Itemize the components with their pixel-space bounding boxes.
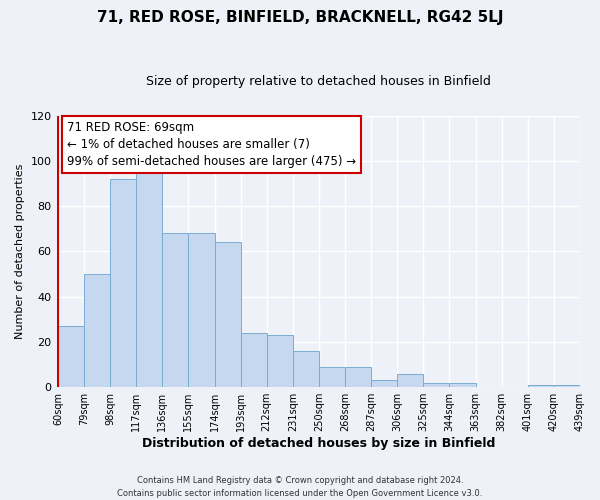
Text: 71 RED ROSE: 69sqm
← 1% of detached houses are smaller (7)
99% of semi-detached : 71 RED ROSE: 69sqm ← 1% of detached hous… [67, 121, 356, 168]
Bar [424, 382, 449, 387]
Bar [241, 333, 267, 387]
Bar [528, 385, 554, 387]
Bar [188, 234, 215, 387]
Bar [163, 234, 188, 387]
Bar [293, 351, 319, 387]
Text: Contains HM Land Registry data © Crown copyright and database right 2024.
Contai: Contains HM Land Registry data © Crown c… [118, 476, 482, 498]
Bar [215, 242, 241, 387]
Bar [84, 274, 110, 387]
Bar [267, 335, 293, 387]
Bar [110, 179, 136, 387]
Bar [397, 374, 424, 387]
Bar [58, 326, 84, 387]
Y-axis label: Number of detached properties: Number of detached properties [15, 164, 25, 339]
Bar [319, 367, 345, 387]
Bar [345, 367, 371, 387]
Text: 71, RED ROSE, BINFIELD, BRACKNELL, RG42 5LJ: 71, RED ROSE, BINFIELD, BRACKNELL, RG42 … [97, 10, 503, 25]
Bar [371, 380, 397, 387]
Bar [554, 385, 580, 387]
Bar [136, 168, 163, 387]
X-axis label: Distribution of detached houses by size in Binfield: Distribution of detached houses by size … [142, 437, 495, 450]
Bar [449, 382, 476, 387]
Title: Size of property relative to detached houses in Binfield: Size of property relative to detached ho… [146, 75, 491, 88]
